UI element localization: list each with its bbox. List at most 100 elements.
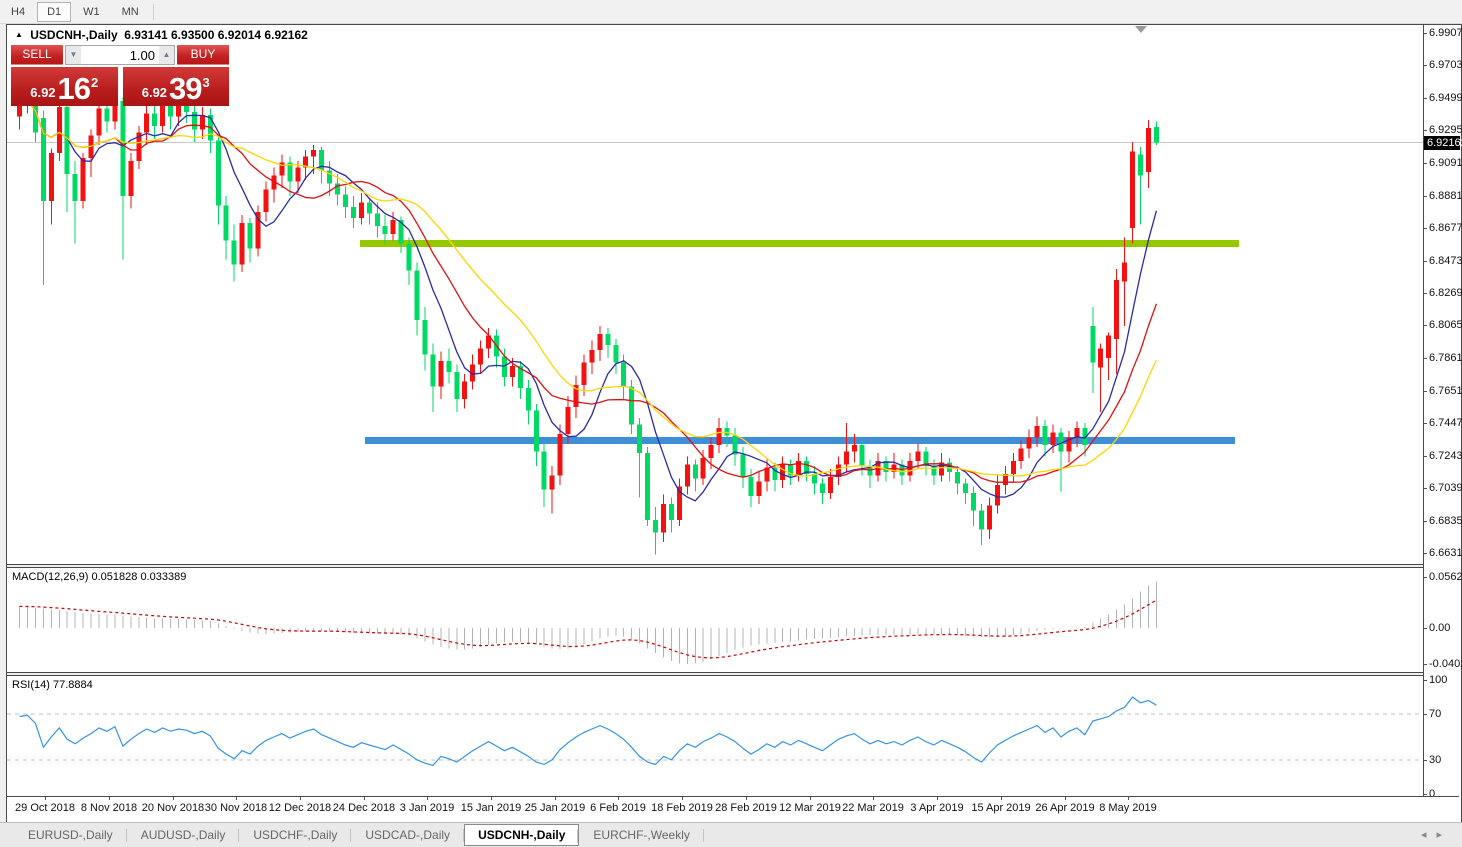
ma-fast-blue [19,99,1158,502]
price-axis-label: 6.76510 [1424,385,1462,397]
time-axis-tick [236,797,237,800]
ask-price-pips: 39 [169,71,202,106]
price-axis-label: 6.66310 [1424,547,1462,559]
tab-scroll-arrows: ◂▸ [1421,828,1452,841]
time-axis-label: 6 Feb 2019 [590,802,646,814]
ask-price-prefix: 6.92 [141,85,168,100]
time-axis-tick [1128,797,1129,800]
one-click-trade-panel: SELL ▼ ▲ BUY 6.92 16 2 6.92 39 3 [11,45,229,106]
time-axis-label: 15 Jan 2019 [460,802,522,814]
price-chart-canvas[interactable] [7,25,1423,564]
time-axis-label: 15 Apr 2019 [971,802,1031,814]
time-axis-tick [300,797,301,800]
chart-shift-marker-icon[interactable] [1135,26,1147,33]
time-axis-label: 3 Jan 2019 [399,802,455,814]
ma-slow-yellow [19,99,1157,478]
price-axis-label: 6.72430 [1424,450,1462,462]
price-axis-label: 6.94990 [1424,92,1462,104]
timeframe-button-h4[interactable]: H4 [11,5,26,18]
hline-support [365,436,1235,444]
price-axis-label: 6.70390 [1424,482,1462,494]
current-price-tag: 6.92162 [1424,135,1462,150]
hline-resistance [360,240,1239,248]
chart-tab-eurusd-daily[interactable]: EURUSD-,Daily [14,824,127,846]
price-axis-label: 6.86770 [1424,222,1462,234]
rsi-axis-label: 70 [1424,708,1460,720]
time-axis-tick [555,797,556,800]
rsi-indicator-canvas[interactable] [7,676,1423,795]
price-axis[interactable]: 6.99070 6.97030 6.94990 6.92950 6.90910 6.888… [1423,25,1462,800]
ask-quote-button[interactable]: 6.92 39 3 [122,67,229,106]
price-axis-label: 6.68350 [1424,515,1462,527]
macd-name: MACD(12,26,9) [12,571,89,583]
time-axis-label: 25 Jan 2019 [524,802,586,814]
time-axis-label: 8 Nov 2018 [80,802,138,814]
macd-indicator-label: MACD(12,26,9) 0.051828 0.033389 [12,571,186,583]
macd-signal-value: 0.033389 [140,571,187,583]
price-axis-label: 6.92950 [1424,124,1462,136]
time-axis-label: 28 Feb 2019 [715,802,777,814]
price-axis-label: 6.74470 [1424,417,1462,429]
macd-axis-label: -0.040218 [1424,658,1462,670]
rsi-axis-label: 0 [1424,788,1460,800]
tab-scroll-right-icon[interactable]: ▸ [1436,829,1452,841]
volume-increase-button[interactable]: ▲ [159,46,174,64]
price-axis-label: 6.97030 [1424,59,1462,71]
time-axis-label: 30 Nov 2018 [204,802,268,814]
price-axis-label: 6.90910 [1424,157,1462,169]
sell-button[interactable]: SELL [11,45,63,65]
rsi-indicator-label: RSI(14) 77.8884 [12,679,93,691]
rsi-name: RSI(14) [12,679,50,691]
timeframe-toolbar: H4 D1 W1 MN [0,0,1462,24]
time-axis-label: 3 Apr 2019 [910,802,964,814]
chart-tab-audusd-daily[interactable]: AUDUSD-,Daily [127,824,240,846]
time-axis-tick [746,797,747,800]
time-axis-tick [364,797,365,800]
time-axis-tick [109,797,110,800]
bid-price-pips: 16 [57,71,91,106]
chart-ohlc-values: 6.93141 6.93500 6.92014 6.92162 [124,28,308,42]
macd-indicator-canvas[interactable] [7,568,1423,672]
time-axis-tick [427,797,428,800]
rsi-axis-label: 100 [1424,674,1460,686]
volume-input[interactable] [81,46,159,64]
time-axis-tick [45,797,46,800]
chart-plots [7,25,1423,796]
bid-price-fraction: 2 [91,75,99,90]
volume-decrease-button[interactable]: ▼ [66,46,81,64]
toolbar-separator [152,3,154,20]
timeframe-button-mn[interactable]: MN [121,5,139,18]
bid-price-prefix: 6.92 [30,85,56,100]
bid-quote-button[interactable]: 6.92 16 2 [11,67,118,106]
time-axis-tick [491,797,492,800]
time-axis-label: 12 Dec 2018 [268,802,332,814]
chart-tab-bar: EURUSD-,Daily AUDUSD-,Daily USDCHF-,Daily U… [0,822,1462,847]
chart-tab-eurchf-weekly[interactable]: EURCHF-,Weekly [579,824,705,846]
macd-axis-label: 0.00 [1424,622,1460,634]
macd-axis-label: 0.056211 [1424,571,1462,583]
chart-tab-usdchf-daily[interactable]: USDCHF-,Daily [239,824,352,846]
time-axis-tick [1001,797,1002,800]
timeframe-button-d1[interactable]: D1 [37,1,72,22]
macd-signal-line [19,599,1157,659]
time-axis[interactable]: 29 Oct 2018 8 Nov 2018 20 Nov 2018 30 Nov 2… [7,796,1459,821]
time-axis-tick [873,797,874,800]
timeframe-button-w1[interactable]: W1 [83,5,100,18]
rsi-value: 77.8884 [52,679,93,691]
panel-splitter[interactable] [7,672,1459,676]
price-axis-label: 6.88810 [1424,190,1462,202]
time-axis-tick [173,797,174,800]
chart-tab-usdcnh-daily[interactable]: USDCNH-,Daily [464,824,580,846]
time-axis-label: 29 Oct 2018 [15,802,75,814]
time-axis-tick [1065,797,1066,800]
ma-mid-red [19,99,1158,483]
time-axis-tick [937,797,938,800]
chart-tab-usdcad-daily[interactable]: USDCAD-,Daily [351,824,464,846]
macd-main-value: 0.051828 [91,571,138,583]
tab-scroll-left-icon[interactable]: ◂ [1420,829,1437,841]
buy-button[interactable]: BUY [177,45,229,65]
panel-splitter[interactable] [7,564,1459,568]
time-axis-tick [810,797,811,800]
time-axis-label: 8 May 2019 [1099,802,1157,814]
time-axis-label: 20 Nov 2018 [141,802,205,814]
